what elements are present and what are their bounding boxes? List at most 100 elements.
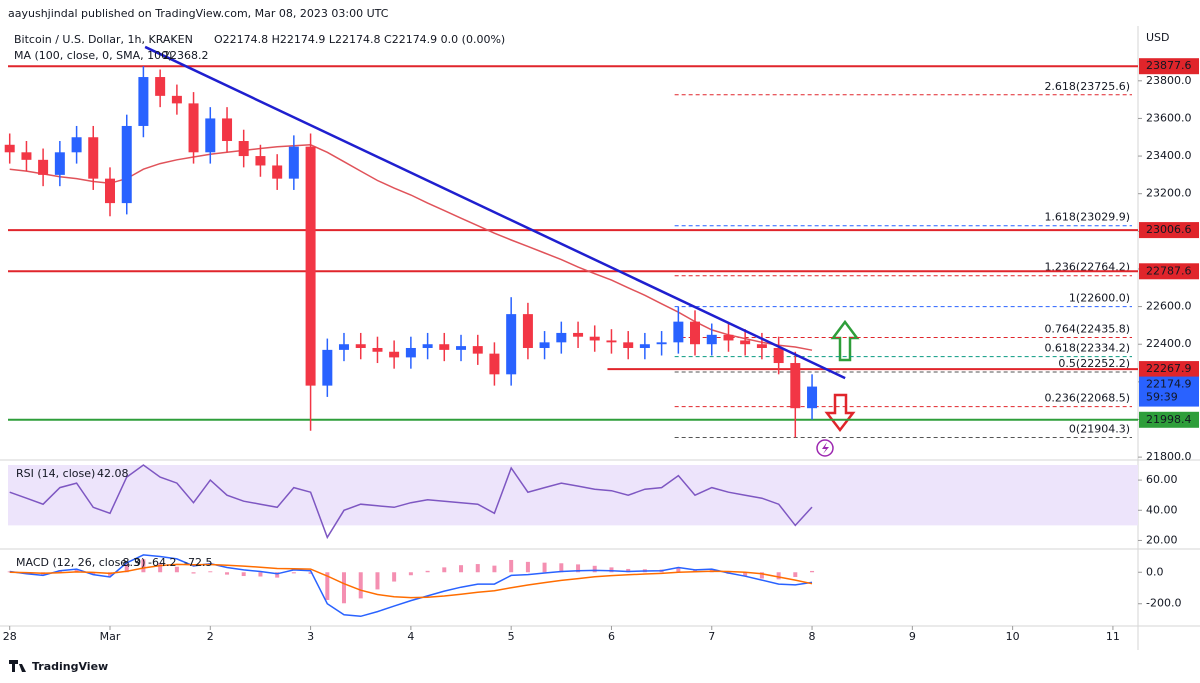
fib-label: 1(22600.0) — [1069, 292, 1130, 305]
macd-histogram — [759, 572, 764, 579]
candle-body — [506, 314, 517, 375]
candle-body — [422, 344, 433, 348]
macd-histogram — [442, 567, 447, 573]
candle-body — [155, 77, 166, 96]
level-tag — [1139, 222, 1199, 239]
candle-body — [305, 146, 316, 386]
brand: TradingView — [32, 660, 108, 673]
x-tick-label: 6 — [608, 630, 615, 643]
candle-body — [121, 125, 132, 204]
candle-body — [38, 159, 49, 175]
macd-histogram — [141, 559, 146, 573]
y-tick-label: 23600.0 — [1146, 111, 1192, 124]
candle-body — [389, 351, 400, 358]
macd-histogram — [559, 563, 564, 573]
countdown: 59:39 — [1146, 391, 1178, 404]
candle-body — [690, 321, 701, 345]
fib-label: 0.618(22334.2) — [1044, 342, 1130, 355]
trend-line — [144, 45, 846, 380]
y-tick-label: 22600.0 — [1146, 300, 1192, 313]
candle-body — [556, 332, 567, 343]
fib-label: 0.764(22435.8) — [1044, 322, 1130, 335]
down-arrow — [824, 393, 856, 433]
candle-body — [21, 152, 32, 160]
macd-histogram — [275, 572, 280, 578]
y-tick-label: 22400.0 — [1146, 337, 1192, 350]
macd-histogram — [375, 572, 380, 590]
indicator-value: -72.5 — [184, 556, 212, 569]
candle-body — [405, 347, 416, 358]
macd-histogram — [408, 572, 413, 576]
candle-body — [322, 349, 333, 386]
publisher: aayushjindal published on TradingView.co… — [8, 7, 389, 20]
candle-body — [338, 344, 349, 350]
fib-label: 1.618(23029.9) — [1044, 211, 1130, 224]
macd-histogram — [492, 565, 497, 573]
y-tick-label: 23200.0 — [1146, 187, 1192, 200]
candle-body — [522, 314, 533, 348]
y-tick-label: 20.00 — [1146, 533, 1178, 546]
histogram-value: 8.3 — [123, 556, 141, 569]
x-tick-label: 10 — [1006, 630, 1020, 643]
candle-body — [205, 118, 216, 153]
candle-body — [589, 336, 600, 341]
fib-label: 0.236(22068.5) — [1044, 392, 1130, 405]
candle-body — [740, 340, 751, 345]
macd-histogram — [425, 570, 430, 573]
macd-histogram — [743, 572, 748, 577]
level-tag — [1139, 263, 1199, 280]
y-tick-label: -200.0 — [1146, 597, 1181, 610]
candle-body — [472, 346, 483, 354]
candle-body — [188, 103, 199, 153]
x-tick-label: 11 — [1106, 630, 1120, 643]
candle-body — [272, 165, 283, 179]
y-tick-label: 23800.0 — [1146, 74, 1192, 87]
macd-histogram — [592, 565, 597, 573]
x-tick-label: 3 — [307, 630, 314, 643]
candle-body — [489, 353, 500, 375]
candle-body — [4, 144, 15, 153]
x-tick-label: 5 — [508, 630, 515, 643]
candle-body — [807, 386, 818, 409]
candle-body — [756, 344, 767, 348]
brand-logo: TradingView — [9, 660, 108, 673]
y-tick-label: 40.00 — [1146, 503, 1178, 516]
macd-histogram — [542, 562, 547, 573]
x-tick-label: 8 — [809, 630, 816, 643]
fib-label: 0.5(22252.2) — [1058, 357, 1130, 370]
rsi-band — [8, 465, 1138, 526]
y-tick-label: 21800.0 — [1146, 450, 1192, 463]
macd-histogram — [676, 567, 681, 573]
macd-histogram — [626, 568, 631, 573]
y-tick-label: 60.00 — [1146, 473, 1178, 486]
macd-histogram — [475, 564, 480, 573]
candle-body — [539, 342, 550, 348]
axis-unit: USD — [1146, 31, 1170, 44]
macd-histogram — [225, 572, 230, 575]
macd-histogram — [174, 566, 179, 573]
level-tag-label: 23877.6 — [1146, 59, 1192, 72]
candle-body — [439, 344, 450, 350]
candle-body — [573, 332, 584, 337]
macd-histogram — [509, 559, 514, 573]
ma-value: 22368.2 — [163, 49, 209, 62]
level-tag — [1139, 411, 1199, 428]
candle-body — [656, 342, 667, 345]
candle-body — [706, 334, 717, 345]
event-icon[interactable] — [816, 439, 834, 457]
candle-body — [171, 95, 182, 104]
candle-body — [723, 334, 734, 341]
last-price-tag — [1139, 376, 1199, 407]
candle-body — [623, 342, 634, 348]
candle-body — [104, 178, 115, 204]
macd-histogram — [341, 572, 346, 604]
candle-body — [138, 77, 149, 126]
candle-body — [255, 156, 266, 166]
candle-body — [222, 118, 233, 142]
macd-histogram — [776, 572, 781, 580]
indicator-line — [9, 554, 813, 618]
up-arrow — [830, 319, 860, 362]
macd-histogram — [124, 563, 129, 573]
macd-histogram — [576, 564, 581, 573]
